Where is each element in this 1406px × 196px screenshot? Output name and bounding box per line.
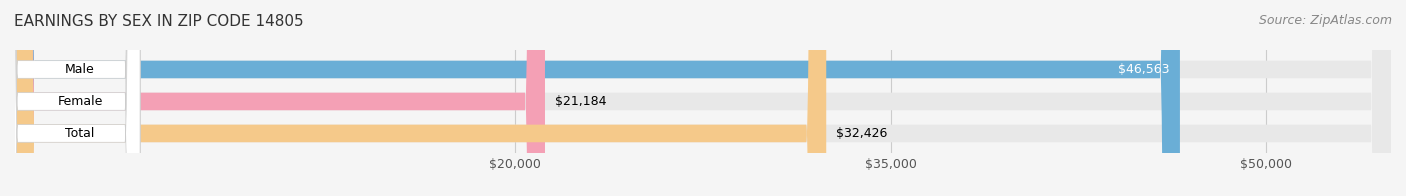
Text: Total: Total (65, 127, 94, 140)
Text: EARNINGS BY SEX IN ZIP CODE 14805: EARNINGS BY SEX IN ZIP CODE 14805 (14, 14, 304, 29)
Text: Source: ZipAtlas.com: Source: ZipAtlas.com (1258, 14, 1392, 27)
FancyBboxPatch shape (15, 0, 1391, 196)
FancyBboxPatch shape (3, 0, 141, 196)
FancyBboxPatch shape (15, 0, 546, 196)
Text: $46,563: $46,563 (1118, 63, 1170, 76)
FancyBboxPatch shape (3, 0, 141, 196)
Text: $21,184: $21,184 (555, 95, 606, 108)
FancyBboxPatch shape (15, 0, 827, 196)
FancyBboxPatch shape (15, 0, 1391, 196)
Text: $32,426: $32,426 (837, 127, 887, 140)
FancyBboxPatch shape (3, 0, 141, 196)
FancyBboxPatch shape (15, 0, 1391, 196)
Text: Female: Female (58, 95, 103, 108)
FancyBboxPatch shape (15, 0, 1180, 196)
Text: Male: Male (65, 63, 96, 76)
